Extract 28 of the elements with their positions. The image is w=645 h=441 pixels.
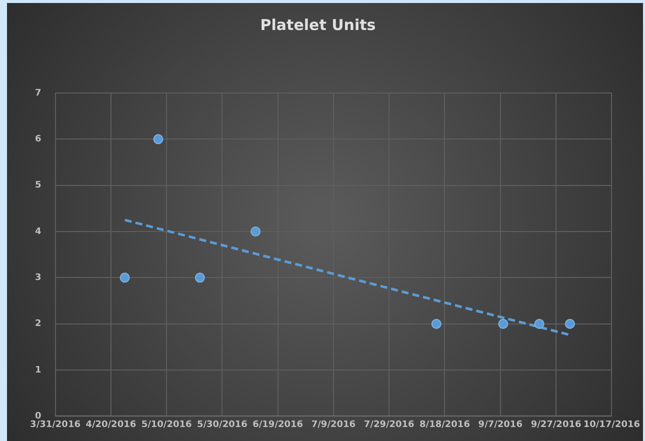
point	[120, 272, 130, 283]
chart-title: Platelet Units	[260, 16, 376, 34]
x-tick-label: 10/17/2016	[583, 420, 640, 430]
x-tick-label: 5/10/2016	[141, 420, 192, 430]
point	[194, 272, 205, 283]
x-tick-label: 4/20/2016	[86, 420, 136, 430]
y-tick-label: 7	[34, 88, 42, 98]
y-tick-label: 5	[34, 180, 42, 191]
point	[564, 318, 575, 329]
y-tick-label: 6	[34, 134, 42, 145]
point	[431, 318, 442, 329]
y-tick-label: 1	[34, 365, 42, 376]
point	[498, 318, 508, 329]
x-tick-label: 5/30/2016	[196, 420, 248, 430]
point	[153, 134, 164, 144]
x-tick-label: 7/9/2016	[311, 420, 356, 430]
x-tick-label: 9/7/2016	[478, 420, 522, 430]
point	[250, 226, 261, 237]
x-tick-label: 6/19/2016	[252, 420, 304, 430]
x-tick-label: 3/31/2016	[30, 420, 80, 430]
point	[534, 318, 544, 329]
y-tick-label: 3	[34, 273, 42, 284]
x-tick-label: 7/29/2016	[364, 420, 414, 430]
x-tick-label: 9/27/2016	[530, 420, 582, 430]
y-tick-label: 4	[34, 226, 42, 237]
y-tick-label: 2	[34, 319, 42, 330]
x-tick-label: 8/18/2016	[420, 420, 470, 430]
y-tick-label: 0	[34, 412, 42, 422]
